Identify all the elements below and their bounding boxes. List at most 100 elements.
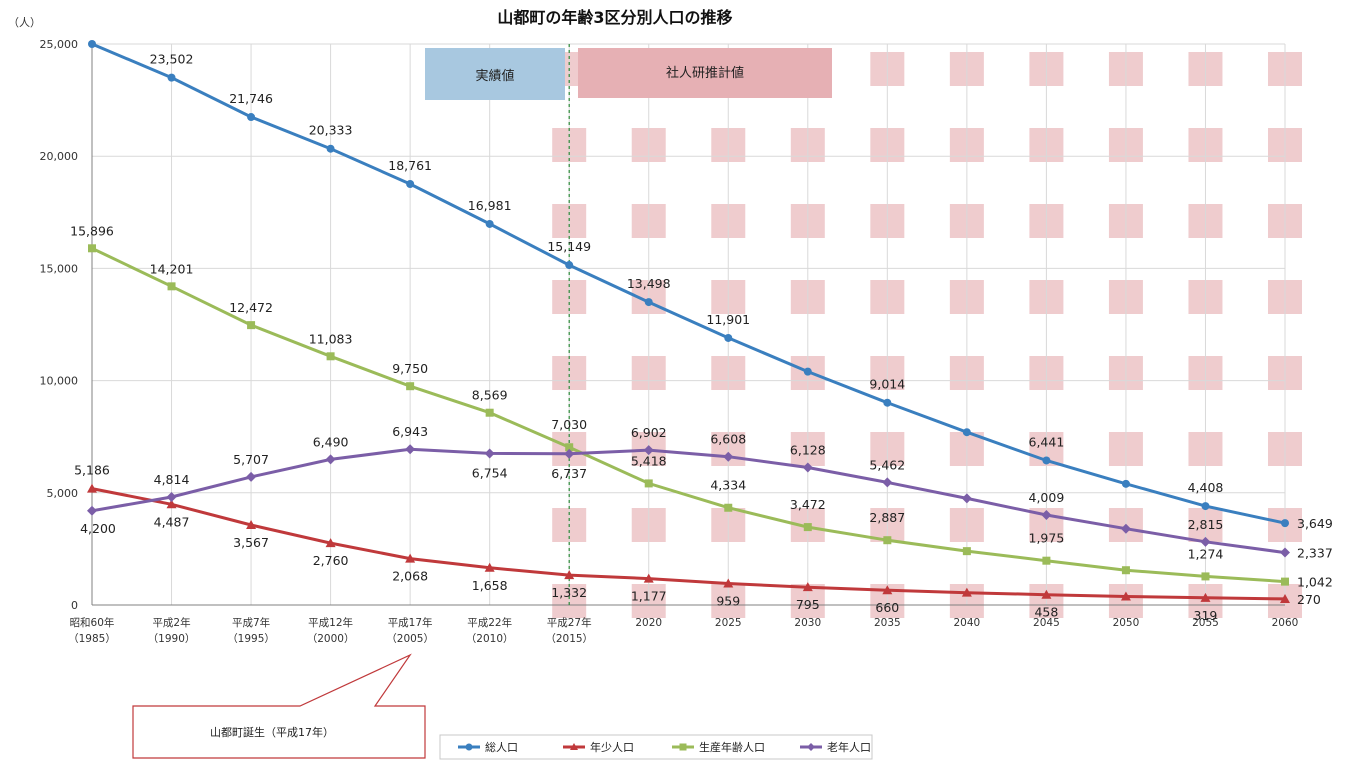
- x-tick-sublabel-4: （2005）: [386, 633, 434, 645]
- data-label-1-7: 1,177: [631, 589, 667, 604]
- data-label-2-6: 7,030: [551, 417, 587, 432]
- point-0-9: [803, 367, 812, 376]
- x-tick-sublabel-1: （1990）: [148, 633, 196, 645]
- data-label-0-6: 15,149: [547, 239, 591, 254]
- point-1-6: [564, 570, 575, 580]
- point-1-7: [643, 573, 654, 583]
- x-tick-label-5: 平成22年: [467, 616, 512, 629]
- projection-region-label: 社人研推計値: [666, 65, 744, 81]
- data-label-3-0: 4,200: [80, 521, 116, 536]
- data-label-2-1: 14,201: [150, 261, 194, 276]
- data-label-2-9: 3,472: [790, 497, 826, 512]
- data-label-0-5: 16,981: [468, 198, 512, 213]
- gridlines: [91, 43, 1286, 606]
- y-tick-label-5000: 5,000: [47, 487, 79, 500]
- data-label-2-10: 2,887: [869, 510, 905, 525]
- data-label-3-5: 6,754: [472, 465, 508, 480]
- series-lines: [87, 40, 1290, 603]
- data-label-1-10: 660: [875, 600, 899, 615]
- x-tick-label-15: 2060: [1272, 617, 1299, 629]
- projection-hatch-pattern: [552, 52, 1302, 618]
- data-label-3-1: 4,814: [154, 472, 190, 487]
- point-3-15: [1280, 547, 1290, 558]
- point-2-6: [565, 443, 574, 452]
- data-label-1-2: 3,567: [233, 535, 269, 550]
- point-0-14: [1201, 502, 1210, 511]
- y-tick-label-10000: 10,000: [40, 375, 79, 388]
- data-label-3-2: 5,707: [233, 452, 269, 467]
- point-2-3: [326, 352, 335, 361]
- data-label-0-14: 4,408: [1188, 480, 1224, 495]
- point-0-13: [1121, 479, 1130, 488]
- data-label-2-4: 9,750: [392, 361, 428, 376]
- data-label-0-2: 21,746: [229, 91, 273, 106]
- point-2-10: [883, 536, 892, 545]
- x-tick-label-3: 平成12年: [308, 616, 353, 629]
- point-0-3: [326, 144, 335, 153]
- point-0-10: [883, 398, 892, 407]
- point-3-5: [484, 448, 495, 459]
- series-line-2: [91, 246, 1286, 584]
- y-tick-label-25000: 25,000: [40, 38, 79, 51]
- data-label-3-7: 6,902: [631, 425, 667, 440]
- actual-region-label: 実績値: [475, 68, 514, 84]
- data-label-0-15: 3,649: [1297, 516, 1333, 531]
- data-label-2-7: 5,418: [631, 453, 667, 468]
- data-label-1-6: 1,332: [551, 585, 587, 600]
- point-2-5: [485, 408, 494, 417]
- point-2-11: [962, 547, 971, 556]
- x-tick-sublabel-5: （2010）: [466, 633, 514, 645]
- data-label-3-9: 6,128: [790, 442, 826, 457]
- region-boxes: 実績値 社人研推計値: [425, 48, 832, 100]
- point-0-5: [485, 219, 494, 228]
- point-0-11: [962, 428, 971, 437]
- point-1-12: [1041, 589, 1052, 599]
- data-label-0-8: 11,901: [706, 312, 750, 327]
- x-tick-label-14: 2055: [1192, 617, 1219, 629]
- point-1-14: [1200, 592, 1211, 602]
- x-tick-label-2: 平成7年: [232, 616, 270, 629]
- x-tick-sublabel-0: （1985）: [68, 633, 116, 645]
- data-label-1-3: 2,760: [313, 553, 349, 568]
- point-3-14: [1200, 536, 1211, 547]
- x-tick-label-4: 平成17年: [388, 616, 433, 629]
- point-3-7: [643, 445, 654, 456]
- point-2-8: [724, 503, 733, 512]
- point-3-13: [1120, 523, 1131, 534]
- x-tick-sublabel-6: （2015）: [545, 633, 593, 645]
- legend-label-2: 生産年齢人口: [699, 740, 765, 754]
- data-label-1-0: 5,186: [74, 463, 110, 478]
- series-line-3: [91, 447, 1286, 555]
- point-1-1: [166, 499, 177, 509]
- legend-marker-2: [679, 743, 687, 751]
- data-label-3-4: 6,943: [392, 424, 428, 439]
- point-2-13: [1121, 566, 1130, 575]
- y-tick-label-15000: 15,000: [40, 262, 79, 275]
- point-1-5: [484, 562, 495, 572]
- data-label-2-12: 1,975: [1029, 531, 1065, 546]
- data-label-1-1: 4,487: [154, 514, 190, 529]
- point-1-9: [802, 582, 813, 592]
- data-label-1-14: 319: [1194, 608, 1218, 623]
- point-0-12: [1042, 456, 1051, 465]
- point-2-0: [88, 244, 96, 253]
- chart-title: 山都町の年齢3区分別人口の推移: [497, 8, 732, 27]
- point-0-0: [88, 40, 96, 48]
- x-tick-label-1: 平成2年: [152, 616, 190, 629]
- x-tick-label-6: 平成27年: [547, 616, 592, 629]
- point-3-2: [246, 471, 257, 482]
- point-3-3: [325, 454, 336, 465]
- callout: 山都町誕生（平成17年）: [132, 653, 426, 759]
- data-label-2-8: 4,334: [710, 478, 746, 493]
- point-3-8: [723, 451, 734, 462]
- data-label-3-14: 2,815: [1188, 517, 1224, 532]
- point-0-4: [406, 180, 415, 189]
- data-label-3-15: 2,337: [1297, 546, 1333, 561]
- data-label-1-5: 1,658: [472, 578, 508, 593]
- data-label-1-9: 795: [796, 597, 820, 612]
- point-3-4: [405, 444, 416, 455]
- data-label-1-8: 959: [716, 593, 740, 608]
- point-1-3: [325, 538, 336, 548]
- legend-marker-3: [807, 743, 815, 751]
- data-label-0-7: 13,498: [627, 276, 671, 291]
